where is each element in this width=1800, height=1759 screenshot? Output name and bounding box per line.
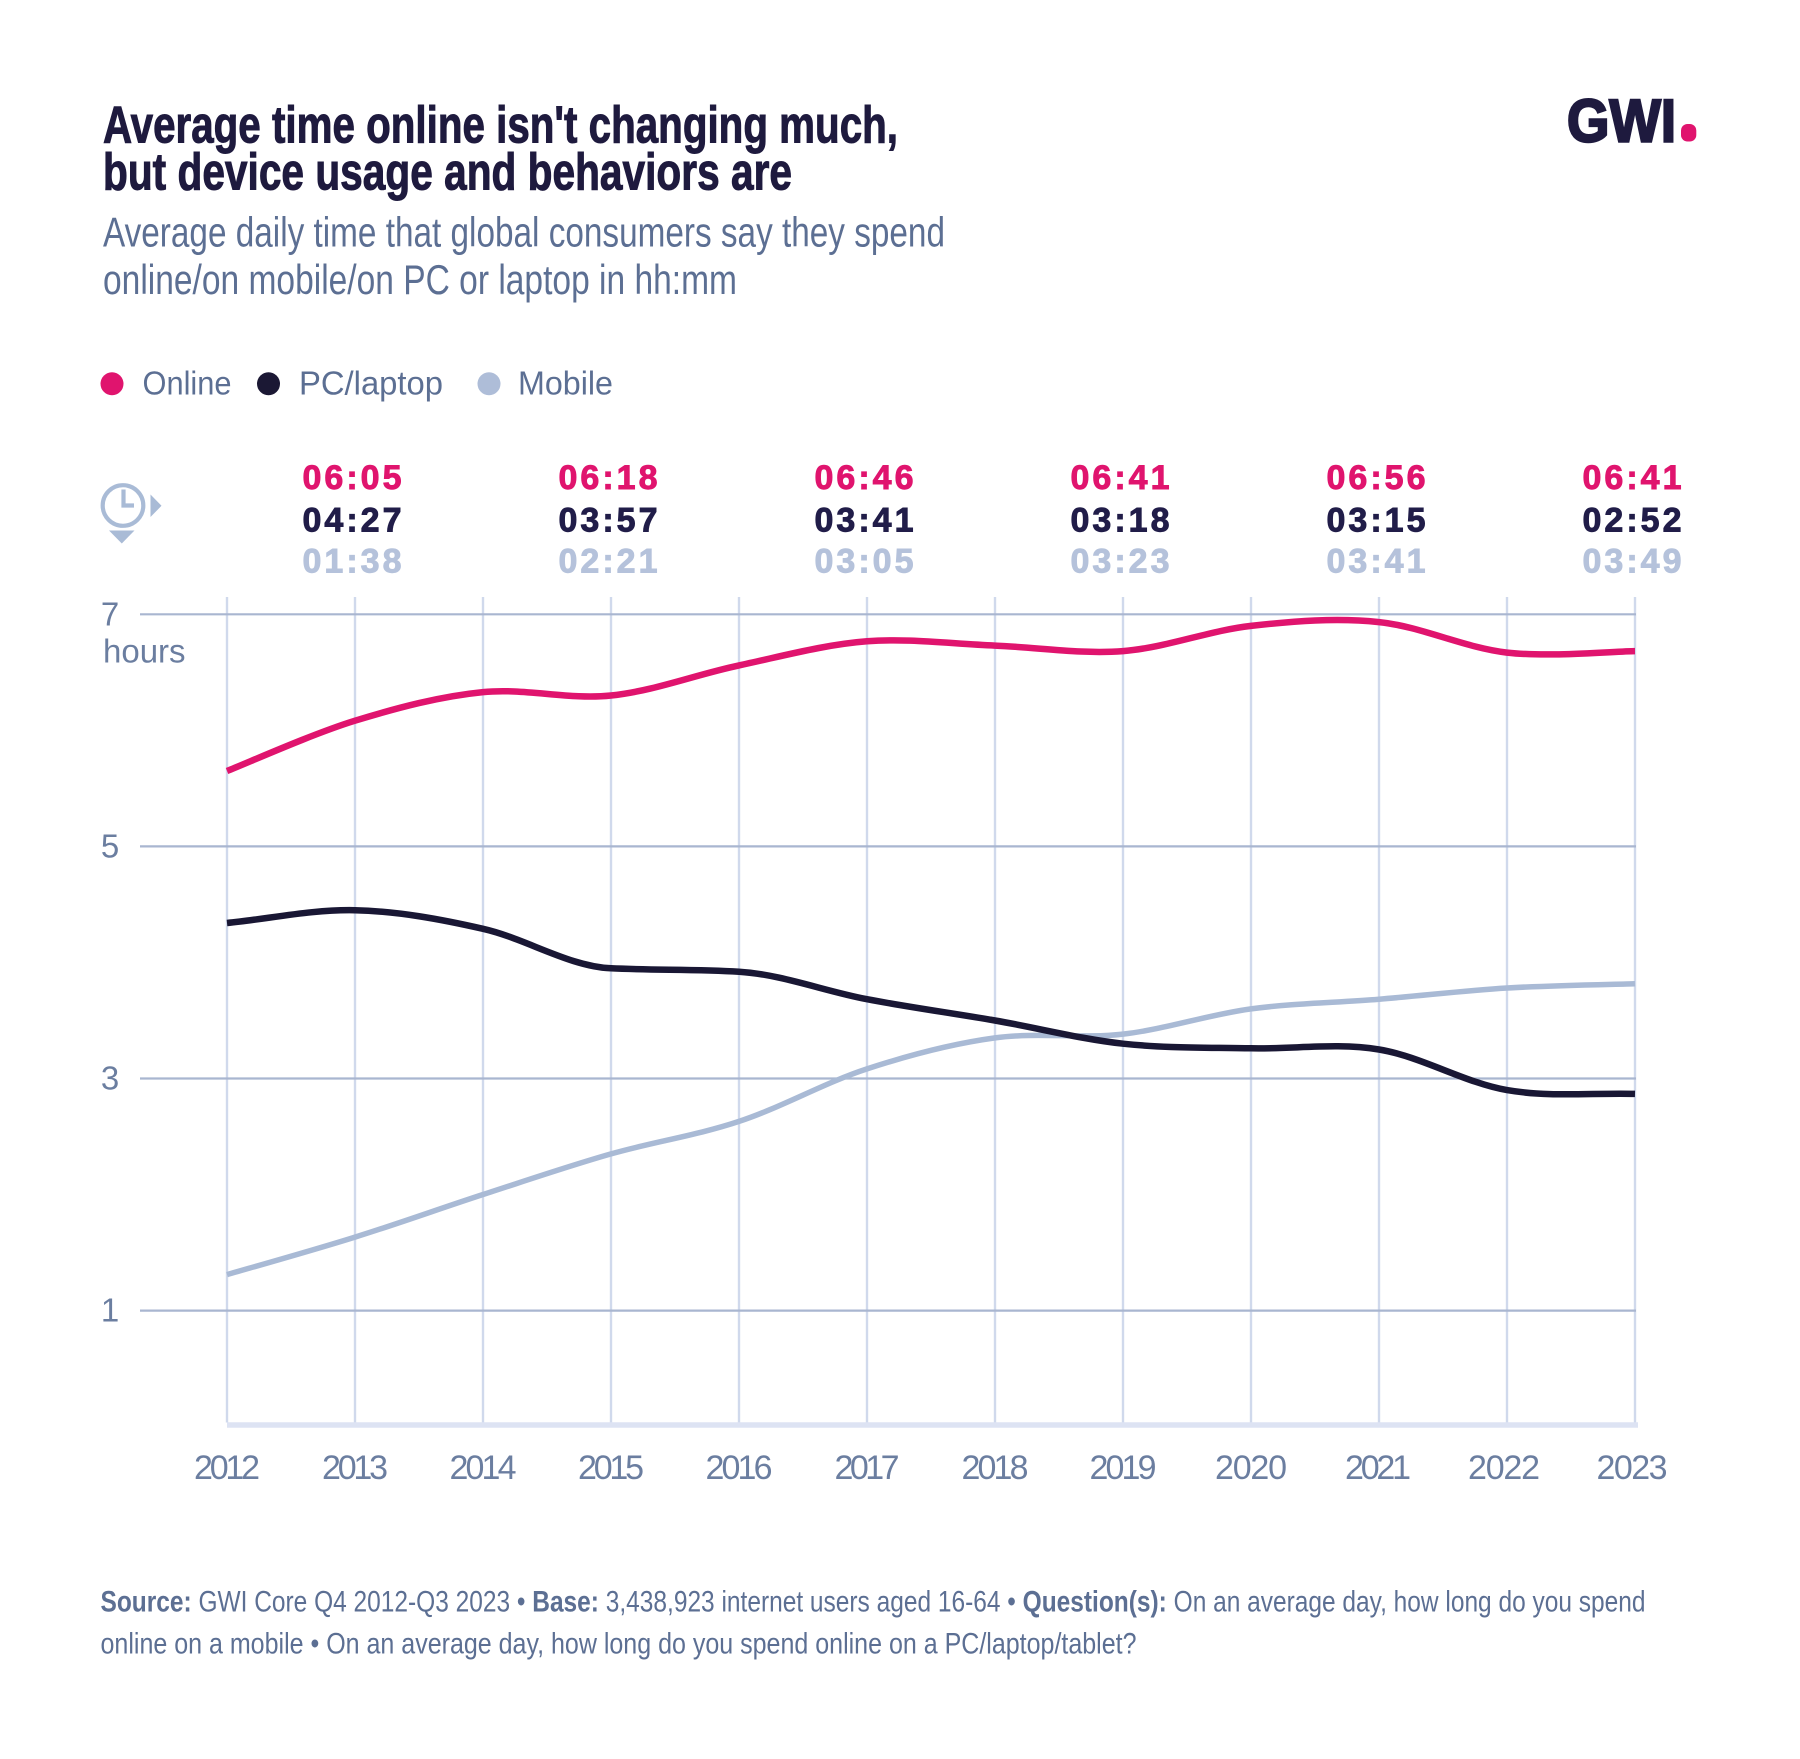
svg-text:06:41: 06:41 <box>1071 459 1170 497</box>
svg-text:Online: Online <box>143 365 232 402</box>
svg-text:02:21: 02:21 <box>559 543 658 581</box>
svg-text:03:05: 03:05 <box>815 543 914 581</box>
svg-text:3: 3 <box>101 1060 119 1097</box>
svg-text:02:52: 02:52 <box>1583 502 1682 540</box>
svg-text:GWI: GWI <box>1567 88 1676 155</box>
svg-text:01:38: 01:38 <box>303 543 402 581</box>
svg-text:online on a mobile • On an ave: online on a mobile • On an average day, … <box>101 1628 1137 1661</box>
svg-text:2014: 2014 <box>450 1449 517 1487</box>
svg-text:Average time online isn't chan: Average time online isn't changing much, <box>103 96 898 154</box>
svg-text:1: 1 <box>101 1292 119 1329</box>
svg-text:2017: 2017 <box>835 1449 900 1487</box>
svg-text:Source: GWI Core Q4 2012-Q3 20: Source: GWI Core Q4 2012-Q3 2023 • Base:… <box>101 1586 1646 1619</box>
svg-text:but device usage and behaviors: but device usage and behaviors are <box>103 143 792 201</box>
svg-text:06:41: 06:41 <box>1583 459 1682 497</box>
svg-text:2021: 2021 <box>1345 1449 1411 1487</box>
svg-text:03:41: 03:41 <box>1327 543 1426 581</box>
svg-text:hours: hours <box>103 633 186 670</box>
svg-text:06:46: 06:46 <box>815 459 914 497</box>
svg-text:2016: 2016 <box>706 1449 773 1487</box>
svg-text:03:57: 03:57 <box>559 502 658 540</box>
svg-text:03:41: 03:41 <box>815 502 914 540</box>
svg-text:06:18: 06:18 <box>559 459 658 497</box>
svg-text:2020: 2020 <box>1215 1449 1287 1487</box>
svg-text:2013: 2013 <box>322 1449 388 1487</box>
svg-text:03:15: 03:15 <box>1327 502 1426 540</box>
svg-text:2019: 2019 <box>1090 1449 1157 1487</box>
svg-text:2012: 2012 <box>194 1449 260 1487</box>
svg-text:7: 7 <box>101 595 119 632</box>
svg-text:Average daily time that global: Average daily time that global consumers… <box>103 209 945 256</box>
svg-text:online/on mobile/on PC or lapt: online/on mobile/on PC or laptop in hh:m… <box>103 256 737 303</box>
svg-text:Mobile: Mobile <box>518 365 613 402</box>
svg-text:06:56: 06:56 <box>1327 459 1426 497</box>
svg-text:2018: 2018 <box>962 1449 1029 1487</box>
svg-text:2023: 2023 <box>1597 1449 1668 1487</box>
svg-text:04:27: 04:27 <box>303 502 402 540</box>
svg-text:03:18: 03:18 <box>1071 502 1170 540</box>
svg-text:03:23: 03:23 <box>1071 543 1170 581</box>
svg-text:06:05: 06:05 <box>303 459 402 497</box>
svg-text:2015: 2015 <box>578 1449 644 1487</box>
svg-text:03:49: 03:49 <box>1583 543 1682 581</box>
svg-text:PC/laptop: PC/laptop <box>299 365 443 402</box>
svg-text:2022: 2022 <box>1468 1449 1540 1487</box>
svg-text:5: 5 <box>101 827 119 864</box>
